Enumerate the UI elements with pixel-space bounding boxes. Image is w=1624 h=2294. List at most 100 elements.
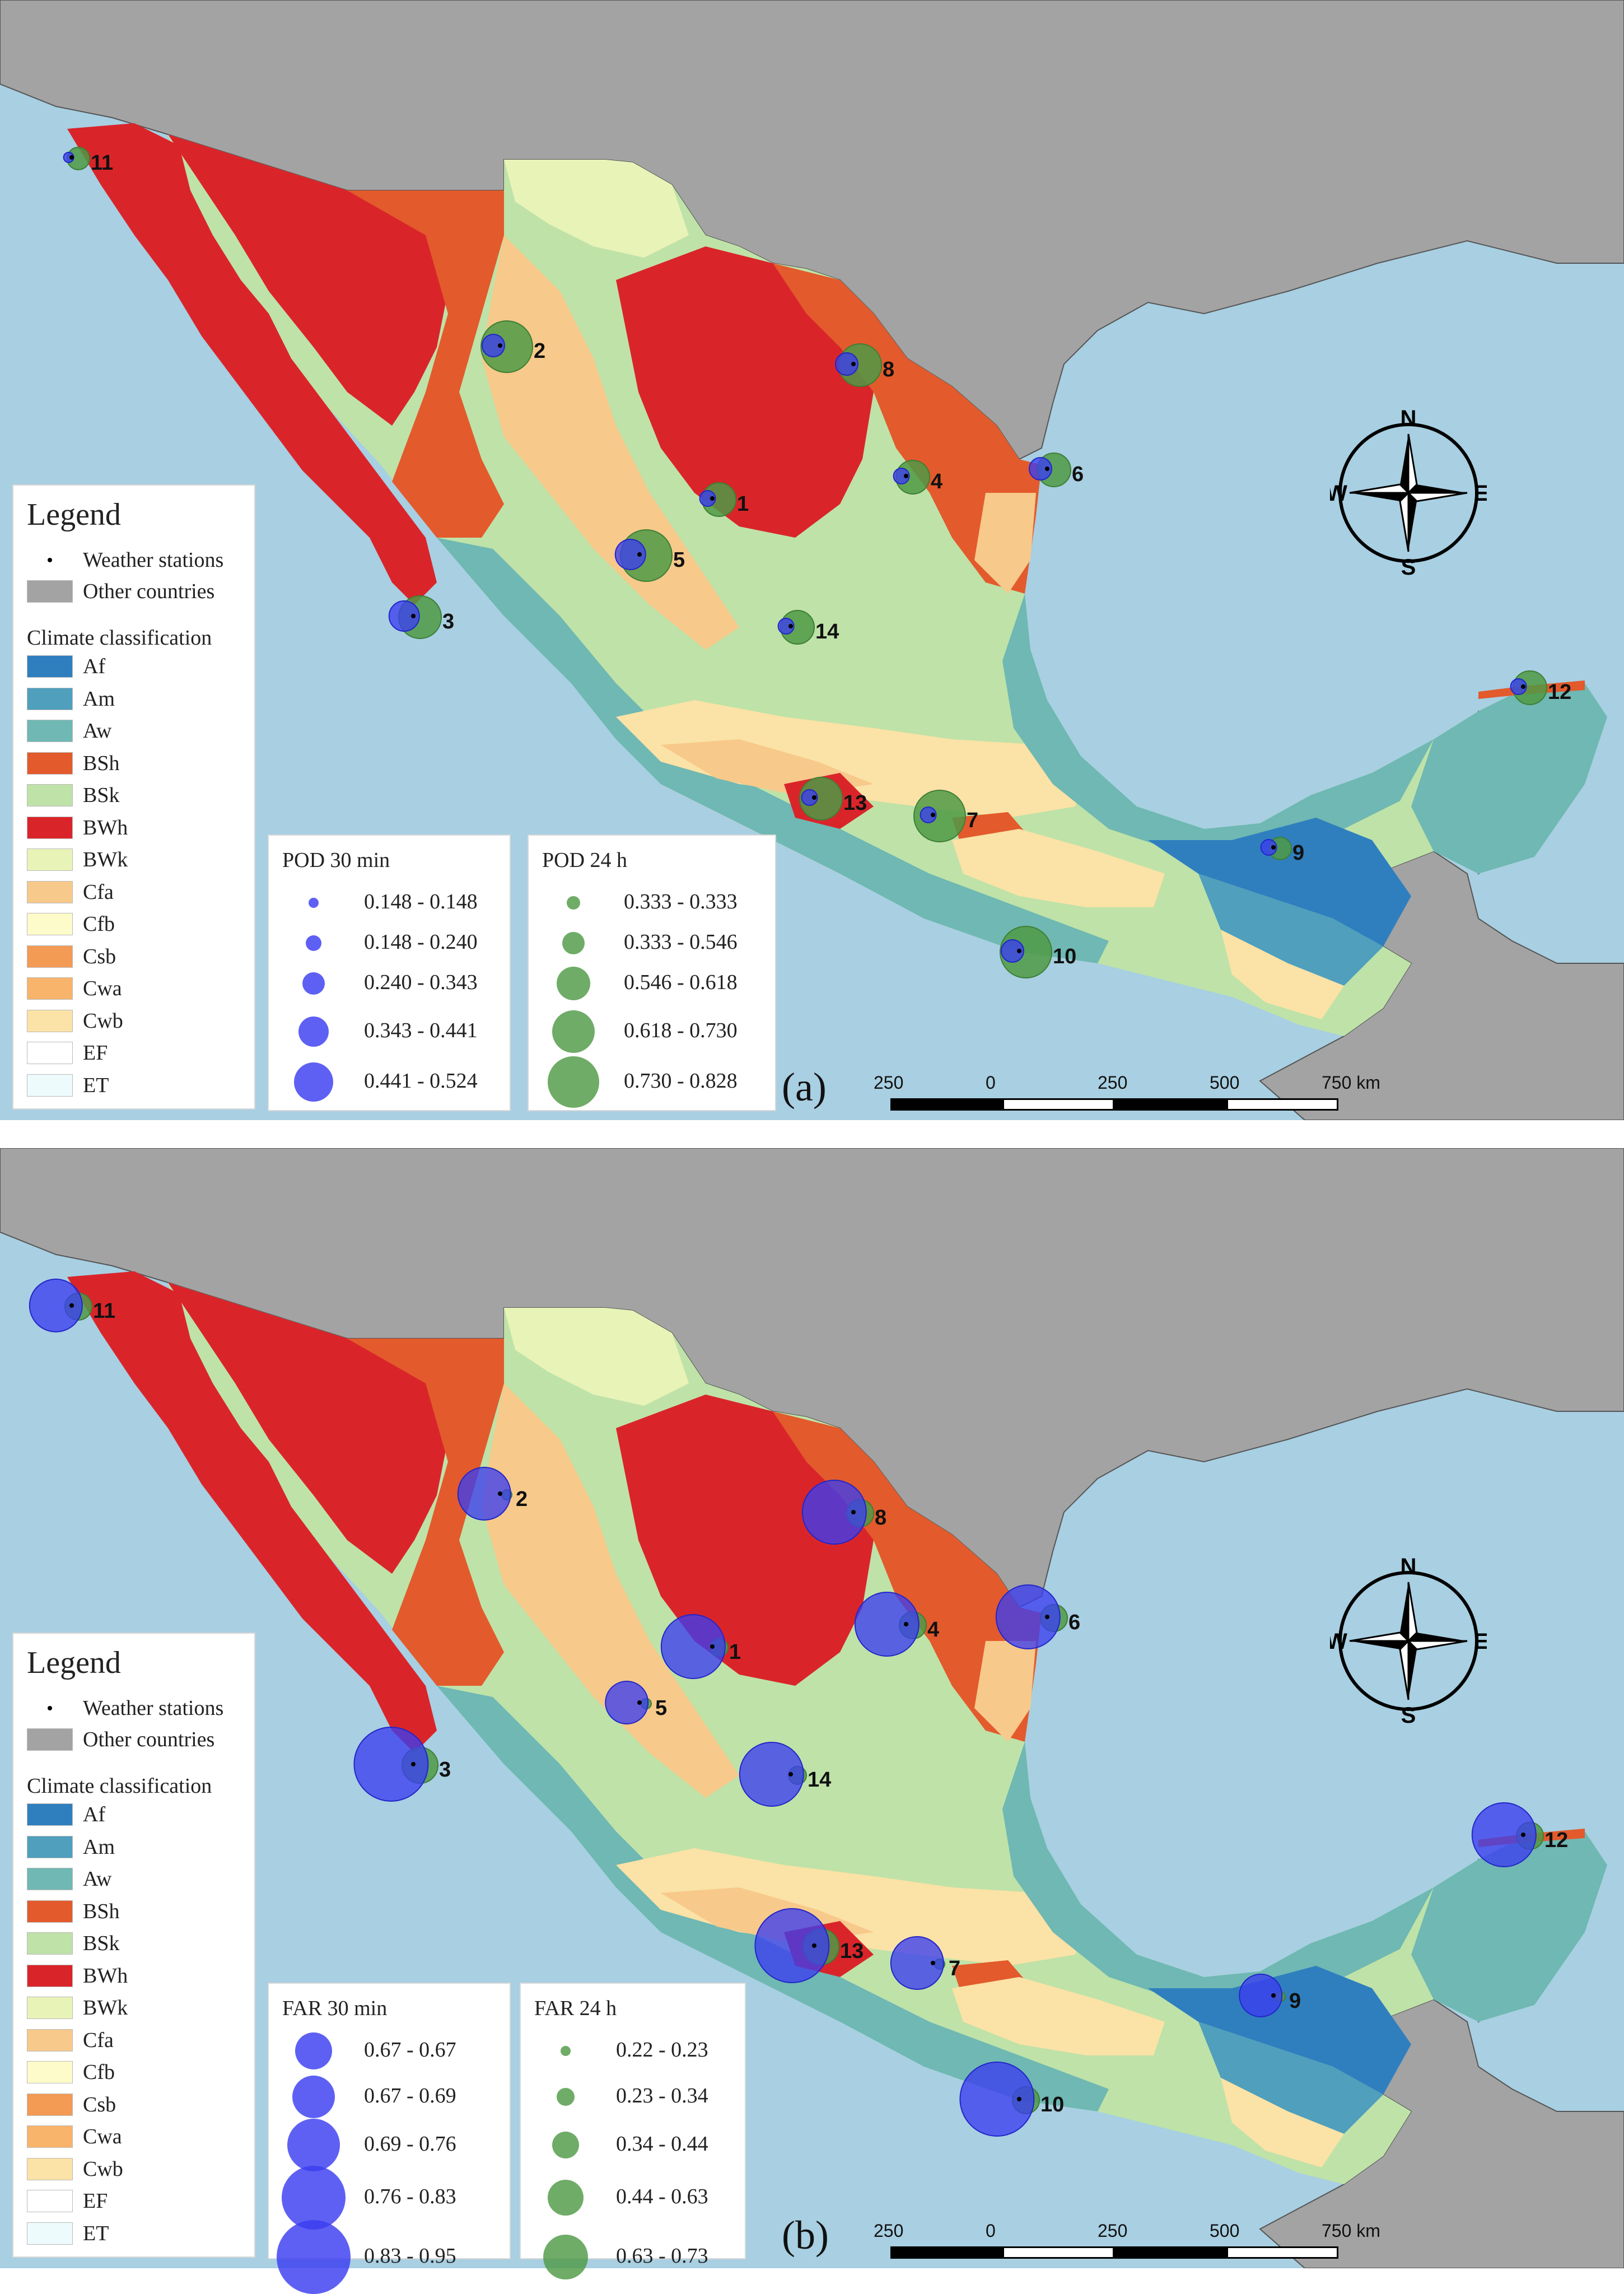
scale-segment	[1002, 1098, 1114, 1111]
green-legend-row: 0.34 - 0.44	[521, 2128, 745, 2162]
station-dot-icon	[904, 1622, 908, 1626]
climate-swatch	[27, 913, 73, 935]
climate-swatch	[27, 1074, 73, 1097]
blue-circle-7	[920, 806, 937, 823]
climate-swatch	[27, 848, 73, 871]
station-dot-icon	[788, 624, 793, 628]
climate-swatch	[27, 1964, 73, 1987]
green-circle-icon	[543, 2235, 588, 2279]
scale-segment	[1226, 1098, 1338, 1111]
climate-item-am: Am	[27, 686, 115, 712]
station-dot-icon	[637, 1700, 642, 1705]
climate-label: Am	[83, 687, 115, 711]
green-legend-title: FAR 24 h	[534, 1997, 617, 2020]
blue-circle-4	[854, 1592, 920, 1657]
station-label-11: 11	[91, 151, 113, 175]
svg-text:W: W	[1330, 481, 1347, 506]
station-13: 13	[754, 1908, 864, 1983]
blue-legend-title: POD 30 min	[282, 848, 390, 872]
climate-swatch	[27, 945, 73, 968]
blue-legend-row: 0.76 - 0.83	[269, 2166, 510, 2230]
scale-label: 750 km	[1322, 1073, 1380, 1093]
blue-circle-1	[660, 1614, 726, 1679]
station-10: 10	[1000, 926, 1076, 978]
station-dot-icon	[69, 155, 74, 160]
station-dot-icon	[851, 362, 856, 366]
station-dot-icon	[27, 1706, 73, 1710]
climate-label: Csb	[83, 944, 116, 968]
station-label-12: 12	[1544, 1829, 1568, 1852]
blue-circle-2	[482, 334, 505, 357]
station-label-9: 9	[1289, 1989, 1301, 2013]
station-label-3: 3	[439, 1758, 451, 1782]
climate-title: Climate classification	[27, 626, 212, 650]
climate-label: Af	[83, 655, 106, 678]
scale-segment	[890, 2246, 1002, 2259]
green-size-legend-b: FAR 24 h 0.22 - 0.23 0.23 - 0.34 0.34 - 0.…	[520, 1983, 746, 2279]
station-2: 2	[457, 1467, 528, 1521]
climate-swatch	[27, 977, 73, 1000]
blue-circle-12	[1510, 678, 1527, 695]
north-arrow-icon: N S W E	[1330, 1557, 1487, 1725]
station-dot-icon	[69, 1303, 74, 1308]
climate-label: Cwa	[83, 2125, 122, 2148]
blue-circle-icon	[282, 2166, 346, 2230]
station-12: 12	[1510, 670, 1571, 705]
blue-circle-10	[1001, 939, 1024, 963]
blue-legend-row: 0.343 - 0.441	[269, 1015, 510, 1048]
climate-label: BWk	[83, 1996, 128, 2020]
blue-circle-6	[1029, 457, 1052, 481]
range-label: 0.67 - 0.67	[364, 2038, 456, 2062]
climate-swatch	[27, 655, 73, 678]
blue-circle-12	[1471, 1802, 1537, 1867]
climate-item-bwk: BWk	[27, 847, 128, 873]
green-legend-row: 0.63 - 0.73	[521, 2235, 745, 2279]
station-dot-icon	[1017, 949, 1021, 953]
climate-swatch	[27, 2029, 73, 2051]
climate-item-bwh: BWh	[27, 815, 128, 841]
range-label: 0.333 - 0.333	[624, 890, 738, 913]
blue-circle-icon	[277, 2220, 351, 2294]
station-label-1: 1	[729, 1640, 741, 1664]
climate-label: BSk	[83, 784, 120, 807]
climate-swatch	[27, 752, 73, 775]
station-4: 4	[854, 1592, 939, 1657]
range-label: 0.730 - 0.828	[624, 1069, 738, 1093]
climate-swatch	[27, 784, 73, 806]
station-label-4: 4	[931, 470, 942, 493]
range-label: 0.240 - 0.343	[364, 971, 478, 994]
blue-legend-row: 0.67 - 0.67	[269, 2032, 510, 2069]
climate-title: Climate classification	[27, 1774, 212, 1798]
station-2: 2	[480, 320, 545, 373]
station-dot-icon	[411, 614, 416, 618]
climate-swatch	[27, 720, 73, 742]
climate-swatch	[27, 1932, 73, 1955]
blue-legend-row: 0.69 - 0.76	[269, 2119, 510, 2171]
green-circle-icon	[562, 932, 585, 954]
station-3: 3	[388, 595, 454, 639]
station-label-13: 13	[843, 791, 867, 815]
green-legend-title: POD 24 h	[542, 848, 628, 872]
station-dot-icon	[812, 1943, 816, 1948]
climate-item-bsh: BSh	[27, 750, 119, 776]
blue-circle-10	[959, 2062, 1035, 2137]
blue-circle-2	[457, 1467, 511, 1521]
climate-label: Cwa	[83, 977, 122, 1000]
climate-label: BSh	[83, 751, 120, 775]
station-11: 11	[63, 147, 113, 175]
svg-text:E: E	[1474, 481, 1487, 506]
climate-item-et: ET	[27, 1073, 109, 1098]
blue-circle-14	[777, 618, 795, 635]
climate-item-aw: Aw	[27, 718, 111, 744]
climate-item-af: Af	[27, 654, 105, 679]
blue-legend-row: 0.441 - 0.524	[269, 1062, 510, 1102]
station-label-1: 1	[737, 492, 749, 516]
blue-circle-8	[835, 352, 858, 376]
blue-circle-5	[605, 1681, 649, 1724]
svg-text:W: W	[1330, 1629, 1347, 1654]
climate-swatch	[27, 1900, 73, 1923]
legend-title: Legend	[27, 1645, 121, 1680]
legend-weather-stations: Weather stations	[27, 1695, 223, 1721]
svg-text:E: E	[1474, 1629, 1487, 1654]
scale-label: 250	[1098, 2221, 1128, 2241]
